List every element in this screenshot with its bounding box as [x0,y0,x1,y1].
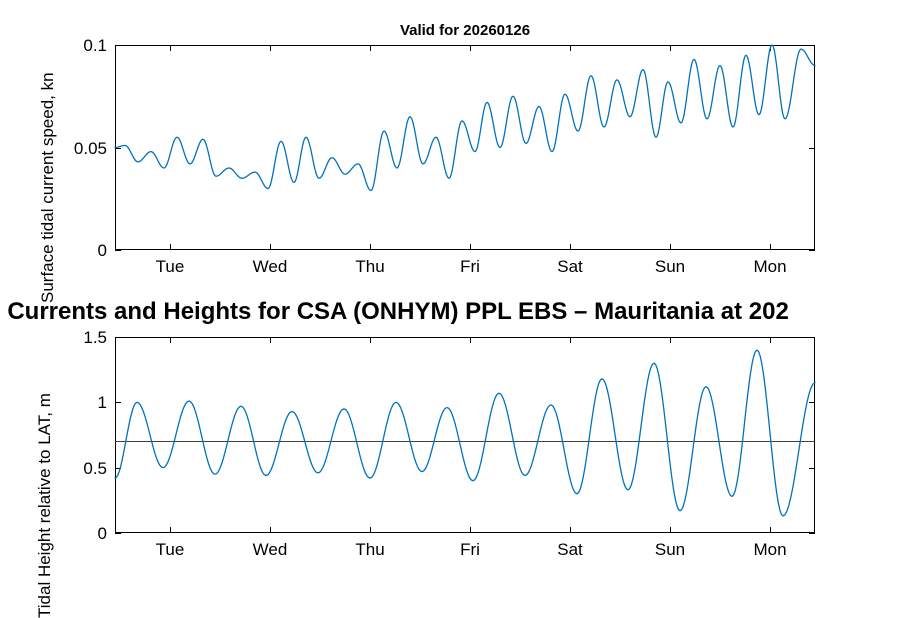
x-tick-label: Wed [252,540,288,559]
x-tick-label: Tue [155,257,185,276]
x-tick-label: Mon [753,540,787,559]
x-tick-label: Mon [753,257,787,276]
bottom-plot-area [114,337,816,534]
x-tick-label: Wed [252,257,288,276]
y-tick-label: 0 [97,524,107,543]
x-tick-label: Sat [557,257,583,276]
x-tick-label: Thu [355,540,385,559]
bottom-plot-axes-box [115,337,815,533]
y-tick-label: 1.5 [83,328,107,347]
x-tick-label: Fri [460,540,480,559]
top-plot-title: Valid for 20260126 [399,22,531,39]
y-tick-label: 0.5 [83,458,107,478]
y-tick-label: 0 [97,241,107,260]
y-tick-label: 1 [97,393,107,413]
tidal-height-line [114,349,816,517]
x-tick-label: Thu [355,257,385,276]
bottom-plot-ylabel: Tidal Height relative to LAT, m [35,393,54,618]
top-plot-axes-box [115,45,815,250]
x-tick-label: Tue [155,540,185,559]
x-tick-label: Fri [460,257,480,276]
x-tick-label: Sat [557,540,583,559]
top-plot-ylabel: Surface tidal current speed, kn [38,72,57,303]
surface-tidal-current-speed-line [114,44,816,192]
x-tick-label: Sun [654,540,686,559]
top-plot-area [114,44,816,251]
x-tick-label: Sun [654,257,686,276]
y-tick-label: 0.05 [73,138,107,158]
main-figure-title: l Currents and Heights for CSA (ONHYM) P… [0,298,789,325]
y-tick-label: 0.1 [83,36,107,55]
figure: Valid for 20260126 Surface tidal current… [0,22,816,618]
